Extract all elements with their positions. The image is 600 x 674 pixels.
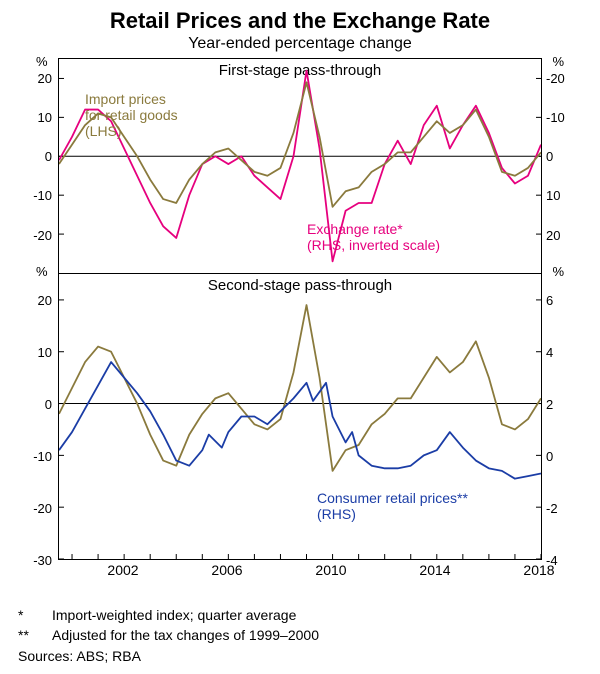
- tick-label: -10: [2, 188, 52, 203]
- label-exchange-rate: Exchange rate*(RHS, inverted scale): [307, 221, 440, 253]
- plot-bot: [59, 274, 541, 559]
- tick-label: 20: [2, 71, 52, 86]
- tick-label: 0: [546, 449, 596, 464]
- tick-label: -10: [546, 110, 596, 125]
- pct-right-top: %: [552, 54, 564, 69]
- tick-label: 20: [2, 293, 52, 308]
- footnotes: * Import-weighted index; quarter average…: [18, 605, 586, 666]
- tick-label: 10: [2, 345, 52, 360]
- tick-label: 10: [2, 110, 52, 125]
- pct-left-top: %: [36, 54, 48, 69]
- tick-label: 0: [2, 149, 52, 164]
- chart-page: Retail Prices and the Exchange Rate Year…: [0, 0, 600, 674]
- tick-label: 4: [546, 345, 596, 360]
- chart-area: First-stage pass-through Import pricesfo…: [58, 58, 542, 560]
- tick-label: -30: [2, 553, 52, 568]
- tick-label: 10: [546, 188, 596, 203]
- x-tick-label: 2006: [203, 562, 251, 578]
- tick-label: -10: [2, 449, 52, 464]
- tick-label: -2: [546, 501, 596, 516]
- tick-label: -20: [546, 71, 596, 86]
- x-tick-label: 2014: [411, 562, 459, 578]
- footnote-2: ** Adjusted for the tax changes of 1999–…: [18, 625, 586, 645]
- tick-label: -20: [2, 228, 52, 243]
- tick-label: -20: [2, 501, 52, 516]
- footnote-1-text: Import-weighted index; quarter average: [52, 605, 296, 625]
- tick-label: 20: [546, 228, 596, 243]
- x-tick-label: 2010: [307, 562, 355, 578]
- panel-first-stage: First-stage pass-through Import pricesfo…: [59, 59, 541, 274]
- label-consumer-prices: Consumer retail prices**(RHS): [317, 490, 468, 522]
- footnote-2-text: Adjusted for the tax changes of 1999–200…: [52, 625, 319, 645]
- footnote-1-mark: *: [18, 605, 52, 625]
- panel-second-stage: Second-stage pass-through Consumer retai…: [59, 274, 541, 559]
- chart-subtitle: Year-ended percentage change: [0, 35, 600, 53]
- x-tick-label: 2002: [99, 562, 147, 578]
- footnote-1: * Import-weighted index; quarter average: [18, 605, 586, 625]
- pct-left-mid: %: [36, 264, 48, 279]
- sources-line: Sources: ABS; RBA: [18, 646, 586, 666]
- x-tick-label: 2018: [515, 562, 563, 578]
- tick-label: 0: [546, 149, 596, 164]
- tick-label: 6: [546, 293, 596, 308]
- label-import-prices: Import pricesfor retail goods(LHS): [85, 91, 178, 139]
- footnote-2-mark: **: [18, 625, 52, 645]
- tick-label: 2: [546, 397, 596, 412]
- pct-right-mid: %: [552, 264, 564, 279]
- chart-title: Retail Prices and the Exchange Rate: [0, 0, 600, 34]
- tick-label: 0: [2, 397, 52, 412]
